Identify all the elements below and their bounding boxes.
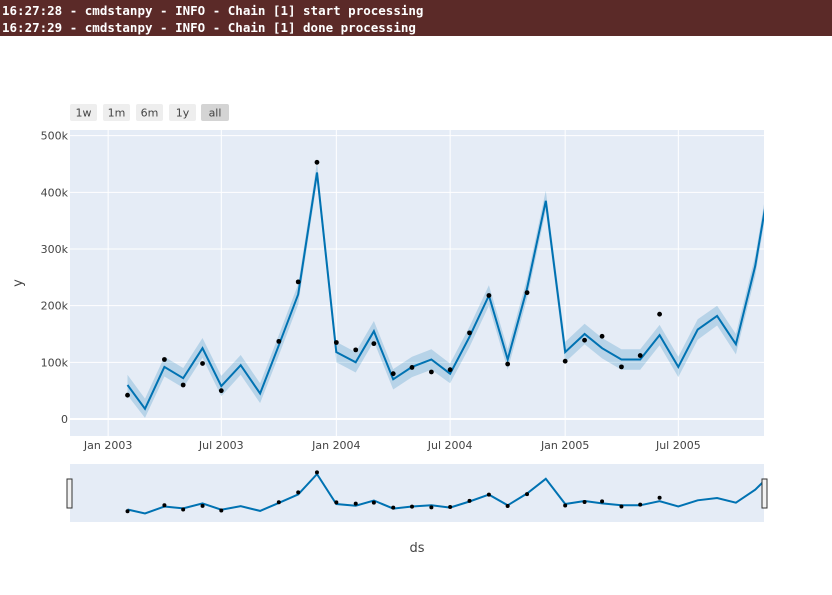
x-tick-label: Jan 2004: [311, 439, 360, 452]
slider-point: [525, 492, 530, 497]
actual-points: [125, 159, 662, 398]
slider-point: [486, 492, 491, 497]
range-slider-handle-right[interactable]: [761, 478, 768, 509]
uncertainty-band: [127, 162, 764, 418]
range-button-1y-label: 1y: [176, 107, 190, 120]
range-slider-actual-points: [125, 470, 662, 514]
slider-point: [162, 503, 167, 508]
actual-point: [447, 367, 453, 373]
range-button-6m[interactable]: 6m: [136, 104, 163, 121]
slider-point: [219, 508, 224, 513]
y-axis-ticks: 0 100k 200k 300k 400k 500k: [41, 130, 69, 426]
log-line-start: 16:27:28 - cmdstanpy - INFO - Chain [1] …: [2, 3, 424, 18]
slider-point: [448, 504, 453, 509]
slider-point: [467, 498, 472, 503]
range-button-1m[interactable]: 1m: [103, 104, 130, 121]
slider-point: [409, 504, 414, 509]
y-tick-label: 300k: [41, 243, 69, 256]
actual-point: [125, 392, 130, 398]
gridlines: [70, 130, 764, 436]
slider-point: [638, 502, 643, 507]
slider-point: [619, 504, 624, 509]
slider-point: [371, 500, 376, 505]
y-tick-label: 500k: [41, 130, 69, 143]
slider-point: [334, 500, 339, 505]
slider-point: [200, 503, 205, 508]
actual-point: [582, 337, 587, 343]
actual-point: [428, 369, 434, 375]
actual-point: [505, 361, 511, 367]
actual-point: [200, 361, 205, 366]
slider-point: [657, 495, 662, 500]
y-tick-label: 0: [61, 413, 68, 426]
actual-point: [390, 371, 396, 377]
log-output: 16:27:28 - cmdstanpy - INFO - Chain [1] …: [0, 0, 832, 36]
forecast-line: [126, 172, 764, 411]
x-axis-ticks: Jan 2003 Jul 2003 Jan 2004 Jul 2004 Jan 2005…: [83, 439, 701, 452]
actual-point: [180, 382, 186, 388]
actual-point: [599, 333, 605, 339]
actual-point: [524, 290, 530, 296]
actual-point: [333, 340, 339, 345]
slider-point: [353, 501, 358, 506]
x-tick-label: Jul 2005: [655, 439, 701, 452]
range-button-1w[interactable]: 1w: [70, 104, 97, 121]
range-button-all[interactable]: all: [201, 104, 229, 121]
actual-point: [486, 293, 492, 298]
x-axis-title: ds: [409, 541, 424, 556]
actual-point: [467, 330, 472, 336]
log-line-done: 16:27:29 - cmdstanpy - INFO - Chain [1] …: [2, 20, 416, 35]
slider-point: [391, 505, 396, 510]
x-tick-label: Jan 2003: [83, 439, 132, 452]
actual-point: [295, 279, 301, 285]
slider-point: [314, 470, 319, 475]
actual-point: [314, 159, 320, 165]
actual-point: [619, 364, 624, 370]
slider-point: [429, 505, 434, 510]
x-tick-label: Jan 2005: [540, 439, 589, 452]
y-tick-label: 200k: [41, 300, 69, 313]
slider-point: [600, 499, 605, 504]
range-button-1y[interactable]: 1y: [169, 104, 196, 121]
actual-point: [276, 338, 282, 344]
actual-point: [371, 341, 377, 347]
range-button-1m-label: 1m: [108, 107, 126, 120]
slider-point: [296, 490, 301, 495]
range-button-all-label: all: [209, 107, 222, 120]
range-button-6m-label: 6m: [141, 107, 159, 120]
actual-point: [562, 358, 568, 364]
slider-point: [125, 509, 130, 514]
actual-point: [218, 388, 224, 394]
actual-point: [409, 365, 415, 370]
forecast-figure: 1w 1m 6m 1y all 0 100k 200k 300k 400k 500k Ja…: [11, 104, 768, 556]
y-axis-title: y: [11, 279, 26, 287]
slider-point: [582, 500, 587, 505]
x-tick-label: Jul 2003: [198, 439, 244, 452]
plot-area[interactable]: [70, 130, 764, 436]
slider-point: [181, 507, 186, 512]
x-tick-label: Jul 2004: [427, 439, 473, 452]
actual-point: [657, 311, 662, 317]
slider-point: [505, 504, 510, 509]
slider-point: [276, 500, 281, 505]
range-slider-bg[interactable]: [70, 464, 764, 522]
range-button-1w-label: 1w: [76, 107, 92, 120]
range-selector: 1w 1m 6m 1y all: [70, 104, 229, 121]
actual-point: [353, 347, 359, 353]
slider-point: [563, 503, 568, 508]
actual-point: [637, 353, 643, 358]
y-tick-label: 400k: [41, 186, 69, 199]
range-slider-handle-left[interactable]: [66, 478, 73, 509]
y-tick-label: 100k: [41, 356, 69, 369]
actual-point: [162, 357, 167, 362]
